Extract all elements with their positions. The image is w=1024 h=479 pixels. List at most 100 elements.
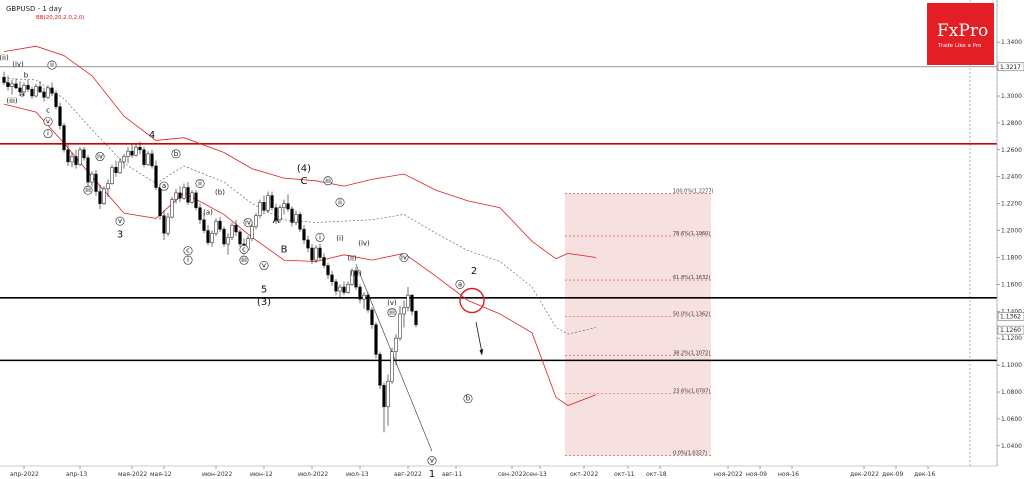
wave-label-text: (ii) bbox=[347, 254, 357, 262]
candle bbox=[398, 305, 402, 341]
wave-label: (ii) bbox=[0, 54, 9, 62]
candle bbox=[330, 270, 334, 286]
candle-body bbox=[294, 214, 298, 223]
x-tick-label: июл-13 bbox=[346, 471, 369, 478]
wave-label: (iii) bbox=[350, 269, 362, 277]
candle-body bbox=[346, 284, 350, 293]
y-tick-label: 1.2400 bbox=[1001, 174, 1022, 181]
candle bbox=[378, 351, 382, 390]
fibonacci-level-label: 0.0%(1.0327) bbox=[673, 451, 707, 457]
level-lines-layer bbox=[0, 66, 997, 362]
candle bbox=[342, 281, 346, 296]
fibonacci-level-label: 100.0%(1.2277) bbox=[673, 188, 714, 194]
candle-body bbox=[154, 165, 158, 188]
wave-label-text: A bbox=[273, 215, 280, 226]
candle-body bbox=[62, 125, 66, 151]
wave-label-circle bbox=[95, 152, 105, 162]
candle-body bbox=[366, 294, 370, 311]
candle-body bbox=[354, 270, 358, 288]
axis-price-badge bbox=[997, 312, 1024, 321]
candle-body bbox=[194, 192, 198, 208]
candle bbox=[202, 213, 206, 234]
wave-label: v bbox=[427, 456, 437, 466]
chart-title: GBPUSD - 1 day bbox=[6, 5, 62, 13]
candle-body bbox=[2, 76, 6, 83]
candle bbox=[186, 182, 190, 205]
candle bbox=[374, 322, 378, 359]
candle-body bbox=[222, 228, 226, 245]
candle-body bbox=[86, 157, 90, 183]
candle bbox=[38, 81, 42, 94]
candle bbox=[254, 213, 258, 230]
candle-body bbox=[42, 91, 46, 98]
candle bbox=[126, 147, 130, 164]
candle-body bbox=[34, 86, 38, 97]
candle bbox=[382, 382, 386, 433]
candle bbox=[22, 82, 26, 96]
wave-label: a bbox=[455, 279, 465, 289]
wave-label-circle bbox=[47, 60, 57, 70]
wave-label-circle bbox=[399, 252, 409, 262]
wave-label: B bbox=[281, 244, 288, 255]
indicator-label: BB(20,20,2.0,2,0) bbox=[36, 15, 85, 21]
candle bbox=[78, 147, 82, 166]
candle-body bbox=[98, 191, 102, 204]
candle bbox=[146, 151, 150, 166]
y-tick-label: 1.1000 bbox=[1001, 362, 1022, 369]
y-tick-label: 1.1800 bbox=[1001, 254, 1022, 261]
wave-label-text: b bbox=[24, 71, 29, 79]
candle bbox=[390, 347, 394, 384]
y-tick-label: 1.2800 bbox=[1001, 120, 1022, 127]
candle bbox=[226, 233, 230, 255]
candle-body bbox=[270, 195, 274, 208]
axis-price-text: 1.1260 bbox=[1000, 327, 1021, 334]
candle-body bbox=[290, 208, 294, 223]
candle-body bbox=[26, 84, 30, 90]
wave-label-text: iv bbox=[401, 253, 407, 261]
candle-body bbox=[234, 224, 238, 233]
candle bbox=[206, 225, 210, 246]
wave-label-text: (a) bbox=[203, 209, 213, 217]
wave-label-text: (ii) bbox=[0, 54, 9, 62]
wave-label-text: iii bbox=[389, 309, 395, 317]
wave-label-circle bbox=[259, 261, 269, 271]
candle bbox=[250, 223, 254, 242]
candle-body bbox=[326, 265, 330, 276]
candle bbox=[286, 194, 290, 212]
wave-label-circle bbox=[335, 197, 345, 207]
candle-body bbox=[90, 173, 94, 183]
wave-label-circle bbox=[43, 129, 53, 139]
wave-label-circle bbox=[159, 181, 169, 191]
y-tick-label: 1.0400 bbox=[1001, 443, 1022, 450]
candle bbox=[102, 186, 106, 205]
x-tick-label: мая-2022 bbox=[118, 471, 147, 478]
candle bbox=[86, 155, 90, 187]
x-tick-label: ноя-09 bbox=[746, 471, 767, 478]
candle bbox=[114, 160, 118, 177]
candle bbox=[34, 83, 38, 98]
y-tick-label: 1.3400 bbox=[1001, 39, 1022, 46]
wave-label: (ii) bbox=[347, 254, 357, 262]
x-tick-label: дек-09 bbox=[882, 471, 903, 478]
candle-body bbox=[18, 87, 22, 93]
candle bbox=[370, 307, 374, 329]
candle bbox=[238, 229, 242, 247]
wave-label: (v) bbox=[387, 299, 397, 307]
candle-body bbox=[66, 149, 70, 163]
candle-body bbox=[30, 89, 34, 97]
wave-label: iii bbox=[83, 185, 93, 195]
candle-body bbox=[262, 202, 266, 211]
fibonacci-level-label: 50.0%(1.1362) bbox=[673, 311, 710, 317]
y-tick-label: 1.1400 bbox=[1001, 308, 1022, 315]
axis-price-text: 1.1362 bbox=[1000, 313, 1021, 320]
wave-label-text: i bbox=[187, 256, 189, 264]
candle-body bbox=[106, 183, 110, 190]
bollinger-upper-band bbox=[3, 45, 597, 260]
candle-body bbox=[306, 239, 310, 249]
candle-body bbox=[142, 149, 146, 165]
candle-body bbox=[214, 220, 218, 234]
candle-body bbox=[134, 146, 138, 156]
wave-label: c bbox=[239, 244, 249, 254]
